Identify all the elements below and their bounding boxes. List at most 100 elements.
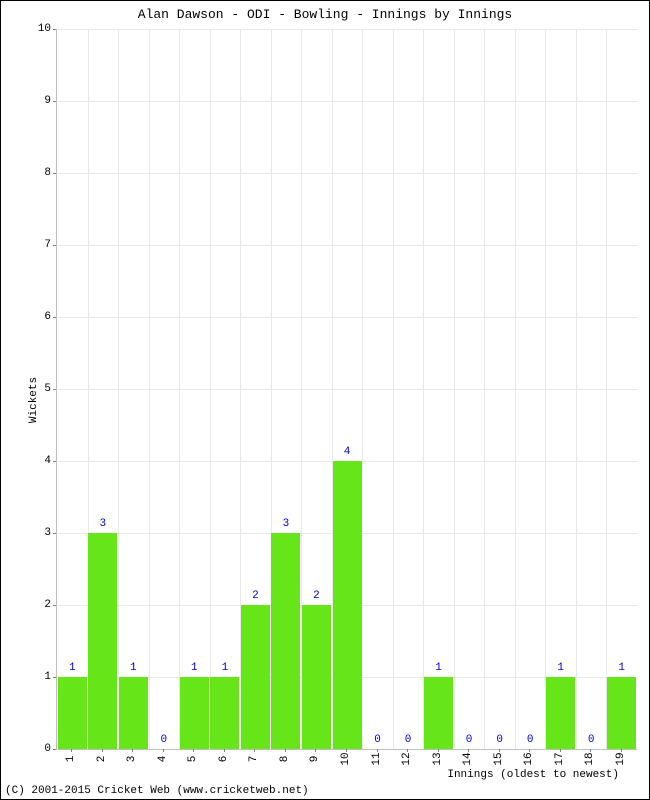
y-tick-mark xyxy=(53,173,56,174)
y-tick-mark xyxy=(53,101,56,102)
x-tick-label: 6 xyxy=(218,756,230,763)
x-tick-mark xyxy=(499,749,500,752)
y-tick-label: 0 xyxy=(31,743,51,755)
bar xyxy=(88,533,117,749)
y-tick-label: 8 xyxy=(31,167,51,179)
x-tick-mark xyxy=(71,749,72,752)
bar-value-label: 3 xyxy=(99,518,106,530)
x-tick-label: 19 xyxy=(615,752,627,765)
x-tick-label: 3 xyxy=(126,756,138,763)
x-tick-mark xyxy=(560,749,561,752)
bar xyxy=(302,605,331,749)
y-tick-mark xyxy=(53,749,56,750)
x-tick-label: 5 xyxy=(187,756,199,763)
gridline-v xyxy=(393,29,394,749)
bar xyxy=(210,677,239,749)
bar-value-label: 0 xyxy=(496,734,503,746)
x-axis-label: Innings (oldest to newest) xyxy=(447,769,619,781)
gridline-h xyxy=(57,173,637,174)
y-tick-mark xyxy=(53,317,56,318)
gridline-h xyxy=(57,29,637,30)
gridline-v xyxy=(454,29,455,749)
x-tick-label: 13 xyxy=(432,752,444,765)
bar-value-label: 0 xyxy=(588,734,595,746)
x-tick-mark xyxy=(285,749,286,752)
y-tick-mark xyxy=(53,677,56,678)
bar-value-label: 2 xyxy=(313,590,320,602)
bar-value-label: 1 xyxy=(191,662,198,674)
bar-value-label: 1 xyxy=(130,662,137,674)
gridline-h xyxy=(57,389,637,390)
gridline-v xyxy=(576,29,577,749)
gridline-v xyxy=(118,29,119,749)
gridline-h xyxy=(57,101,637,102)
y-tick-label: 9 xyxy=(31,95,51,107)
y-tick-label: 5 xyxy=(31,383,51,395)
x-tick-mark xyxy=(621,749,622,752)
gridline-v xyxy=(362,29,363,749)
bar-value-label: 1 xyxy=(618,662,625,674)
bar-value-label: 0 xyxy=(161,734,168,746)
x-tick-label: 2 xyxy=(96,756,108,763)
x-tick-mark xyxy=(407,749,408,752)
x-tick-mark xyxy=(102,749,103,752)
x-tick-mark xyxy=(254,749,255,752)
bar xyxy=(546,677,575,749)
x-tick-label: 15 xyxy=(493,752,505,765)
x-tick-mark xyxy=(346,749,347,752)
x-tick-label: 10 xyxy=(340,752,352,765)
gridline-v xyxy=(606,29,607,749)
x-tick-label: 8 xyxy=(279,756,291,763)
bar-value-label: 1 xyxy=(69,662,76,674)
bar xyxy=(607,677,636,749)
chart-container: Alan Dawson - ODI - Bowling - Innings by… xyxy=(0,0,650,800)
gridline-v xyxy=(484,29,485,749)
bar xyxy=(241,605,270,749)
x-tick-label: 7 xyxy=(248,756,260,763)
chart-title: Alan Dawson - ODI - Bowling - Innings by… xyxy=(1,7,649,22)
y-tick-label: 4 xyxy=(31,455,51,467)
bar-value-label: 1 xyxy=(435,662,442,674)
x-tick-mark xyxy=(193,749,194,752)
bar-value-label: 1 xyxy=(557,662,564,674)
x-tick-label: 12 xyxy=(401,752,413,765)
plot-area: 1310112324001000101 xyxy=(56,29,637,750)
bar xyxy=(58,677,87,749)
bar-value-label: 3 xyxy=(283,518,290,530)
x-tick-label: 16 xyxy=(523,752,535,765)
x-tick-mark xyxy=(438,749,439,752)
x-tick-mark xyxy=(468,749,469,752)
bar xyxy=(333,461,362,749)
y-tick-mark xyxy=(53,29,56,30)
x-tick-label: 14 xyxy=(462,752,474,765)
gridline-v xyxy=(149,29,150,749)
bar-value-label: 0 xyxy=(374,734,381,746)
x-tick-label: 4 xyxy=(157,756,169,763)
y-tick-label: 10 xyxy=(31,23,51,35)
gridline-v xyxy=(545,29,546,749)
gridline-v xyxy=(179,29,180,749)
bar xyxy=(271,533,300,749)
gridline-v xyxy=(423,29,424,749)
bar-value-label: 0 xyxy=(527,734,534,746)
x-tick-label: 11 xyxy=(371,752,383,765)
y-tick-mark xyxy=(53,533,56,534)
bar xyxy=(424,677,453,749)
copyright-text: (C) 2001-2015 Cricket Web (www.cricketwe… xyxy=(5,785,309,797)
x-tick-label: 17 xyxy=(554,752,566,765)
y-tick-mark xyxy=(53,245,56,246)
bar-value-label: 0 xyxy=(405,734,412,746)
gridline-v xyxy=(210,29,211,749)
bar-value-label: 4 xyxy=(344,446,351,458)
y-tick-mark xyxy=(53,605,56,606)
bar xyxy=(119,677,148,749)
y-tick-label: 2 xyxy=(31,599,51,611)
gridline-h xyxy=(57,245,637,246)
bar-value-label: 0 xyxy=(466,734,473,746)
x-tick-mark xyxy=(315,749,316,752)
y-tick-label: 6 xyxy=(31,311,51,323)
gridline-h xyxy=(57,317,637,318)
x-tick-label: 1 xyxy=(65,756,77,763)
bar-value-label: 1 xyxy=(222,662,229,674)
y-tick-mark xyxy=(53,461,56,462)
